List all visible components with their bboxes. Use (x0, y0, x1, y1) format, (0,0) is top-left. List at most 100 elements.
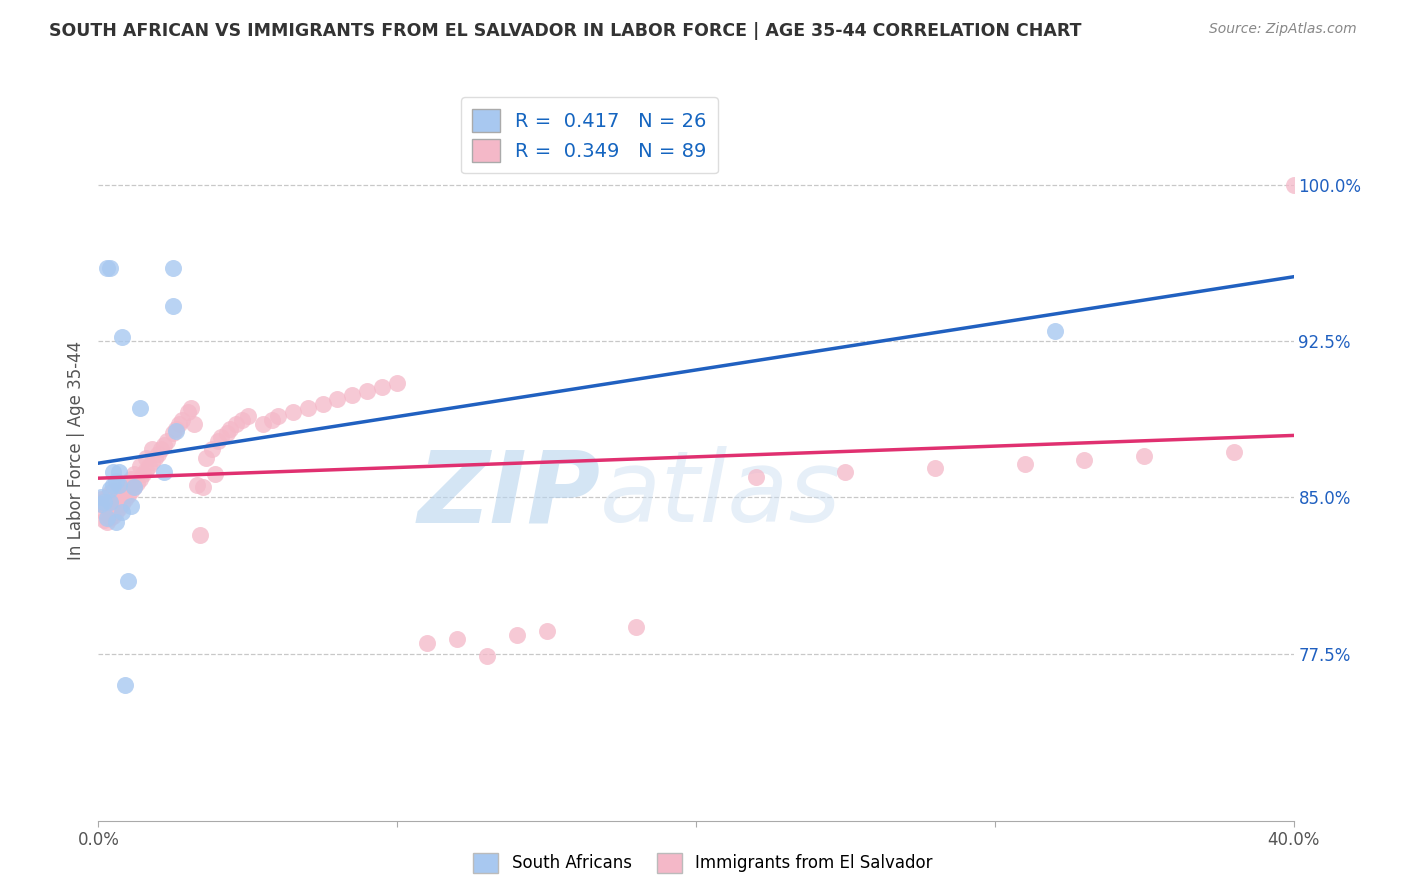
Point (165, 421, 187, 435)
Text: ZIP: ZIP (418, 446, 600, 543)
Point (108, 500, 131, 515)
Point (297, 401, 319, 415)
Point (132, 467, 155, 482)
Point (209, 430, 232, 444)
Point (143, 450, 166, 465)
Point (138, 459, 160, 474)
Point (135, 463, 157, 477)
Point (120, 484, 142, 499)
Point (105, 516, 128, 530)
Point (326, 392, 349, 407)
Text: atlas: atlas (600, 446, 842, 543)
Point (108, 488, 131, 502)
Point (129, 401, 152, 415)
Legend: R =  0.417   N = 26, R =  0.349   N = 89: R = 0.417 N = 26, R = 0.349 N = 89 (461, 97, 718, 173)
Point (1282, 178, 1305, 192)
Point (96, 511, 118, 525)
Point (90, 491, 112, 505)
Point (153, 438, 176, 452)
Point (124, 480, 146, 494)
Y-axis label: In Labor Force | Age 35-44: In Labor Force | Age 35-44 (66, 341, 84, 560)
Point (141, 455, 163, 469)
Point (114, 492, 136, 507)
Point (201, 442, 224, 457)
Point (231, 413, 253, 427)
Point (191, 480, 214, 494)
Point (215, 425, 238, 440)
Text: Source: ZipAtlas.com: Source: ZipAtlas.com (1209, 22, 1357, 37)
Point (98, 260, 122, 275)
Point (183, 417, 205, 432)
Point (129, 459, 152, 474)
Point (124, 467, 146, 482)
Point (103, 478, 125, 492)
Point (924, 461, 946, 475)
Point (162, 260, 184, 275)
Point (141, 442, 163, 457)
Point (96, 491, 118, 505)
Point (111, 484, 134, 499)
Point (117, 574, 139, 588)
Point (96, 260, 118, 275)
Point (156, 434, 179, 448)
Point (103, 509, 125, 524)
Point (90, 497, 112, 511)
Point (117, 488, 139, 502)
Point (93, 494, 115, 508)
Point (108, 478, 131, 492)
Point (114, 480, 136, 494)
Point (356, 384, 378, 398)
Point (103, 484, 125, 499)
Point (207, 434, 229, 448)
Point (96, 500, 118, 515)
Point (1133, 449, 1156, 463)
Point (93, 505, 115, 519)
Point (127, 475, 149, 490)
Point (129, 472, 152, 486)
Point (536, 624, 558, 638)
Point (416, 636, 439, 650)
Point (385, 376, 409, 390)
Point (195, 450, 218, 465)
Point (153, 466, 176, 480)
Point (114, 678, 136, 692)
Point (267, 409, 290, 423)
Point (105, 494, 128, 508)
Point (371, 380, 394, 394)
Point (260, 413, 283, 427)
Point (105, 505, 128, 519)
Point (834, 466, 856, 480)
Point (90, 494, 112, 508)
Point (177, 405, 200, 419)
Point (98, 511, 122, 525)
Point (98, 482, 122, 496)
Point (1223, 444, 1246, 458)
Point (90, 492, 112, 507)
Point (236, 409, 259, 423)
Point (204, 467, 226, 482)
Point (93, 513, 115, 527)
Point (1014, 457, 1036, 471)
Text: SOUTH AFRICAN VS IMMIGRANTS FROM EL SALVADOR IN LABOR FORCE | AGE 35-44 CORRELAT: SOUTH AFRICAN VS IMMIGRANTS FROM EL SALV… (49, 22, 1081, 40)
Point (162, 425, 184, 440)
Point (162, 299, 184, 313)
Point (111, 330, 134, 344)
Point (311, 396, 333, 410)
Point (475, 648, 498, 663)
Point (180, 401, 202, 415)
Point (167, 417, 190, 432)
Point (252, 417, 274, 432)
Point (342, 388, 364, 402)
Point (105, 482, 128, 496)
Point (1043, 324, 1066, 338)
Point (148, 447, 170, 461)
Point (98, 500, 122, 515)
Point (626, 620, 648, 634)
Point (98, 486, 122, 500)
Point (111, 497, 134, 511)
Point (745, 469, 768, 483)
Point (172, 413, 194, 427)
Legend: South Africans, Immigrants from El Salvador: South Africans, Immigrants from El Salva… (467, 847, 939, 880)
Point (90, 497, 112, 511)
Point (108, 466, 131, 480)
